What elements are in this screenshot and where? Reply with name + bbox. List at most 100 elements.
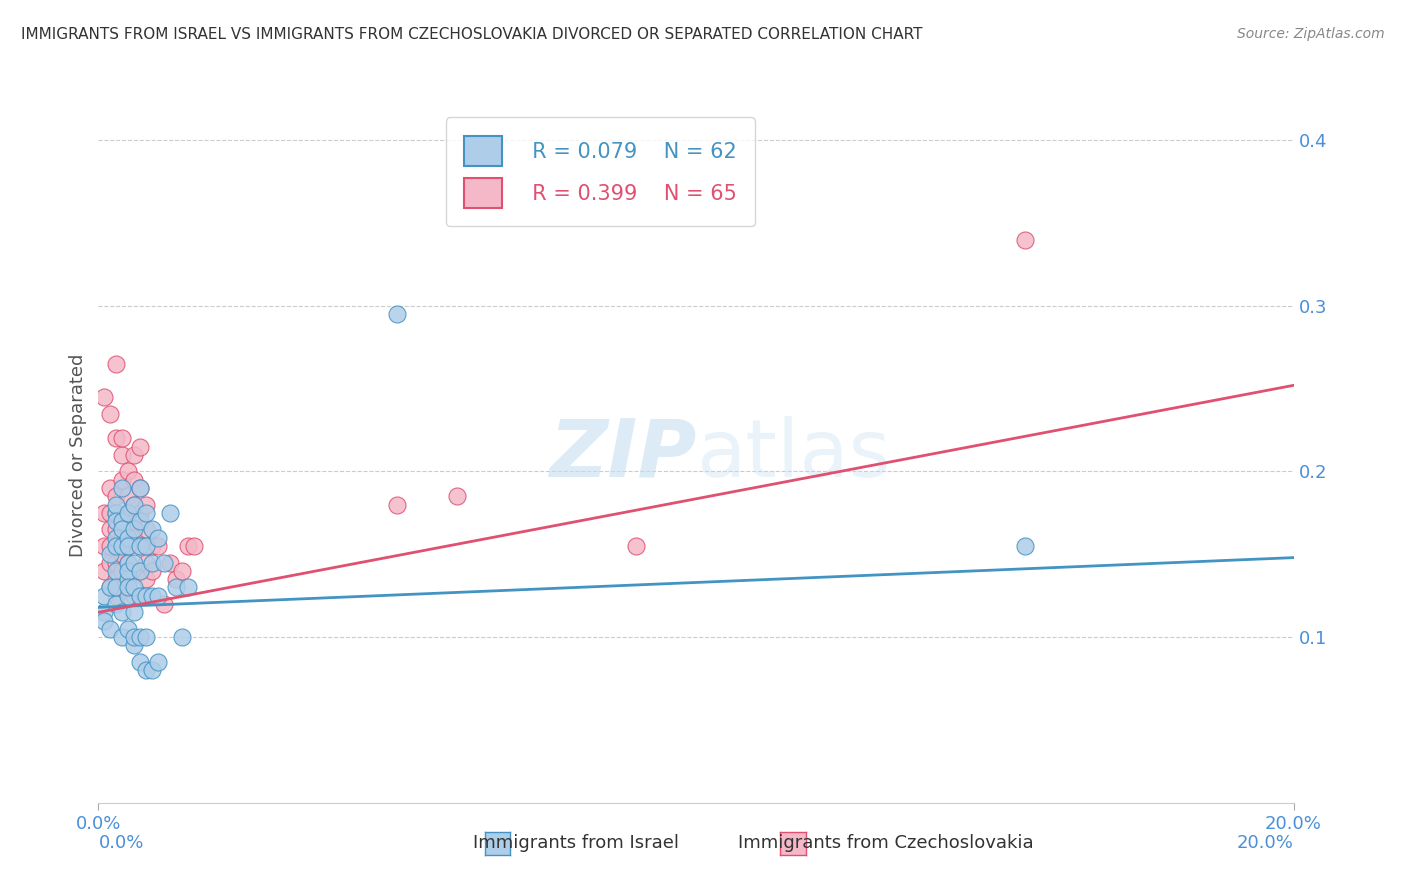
- Point: [93, 589, 115, 603]
- Point: [124, 523, 146, 537]
- Point: [117, 581, 139, 595]
- Point: [626, 539, 648, 553]
- Point: [124, 448, 146, 462]
- Point: [135, 498, 157, 512]
- Text: 20.0%: 20.0%: [1237, 834, 1294, 852]
- Point: [135, 589, 157, 603]
- Point: [105, 597, 128, 611]
- Point: [124, 605, 146, 619]
- Point: [105, 564, 128, 578]
- Point: [117, 489, 139, 503]
- Point: [129, 655, 152, 669]
- Point: [98, 481, 122, 495]
- Legend:   R = 0.079    N = 62,   R = 0.399    N = 65: R = 0.079 N = 62, R = 0.399 N = 65: [446, 118, 755, 227]
- Point: [117, 564, 139, 578]
- Point: [117, 581, 139, 595]
- Point: [124, 630, 146, 644]
- Point: [385, 307, 409, 321]
- Point: [117, 589, 139, 603]
- Point: [153, 556, 176, 570]
- Point: [105, 523, 128, 537]
- Point: [105, 531, 128, 545]
- Point: [93, 539, 115, 553]
- Text: atlas: atlas: [696, 416, 890, 494]
- Point: [98, 581, 122, 595]
- Point: [111, 605, 134, 619]
- Point: [141, 589, 163, 603]
- Point: [98, 523, 122, 537]
- Point: [117, 506, 139, 520]
- Point: [148, 589, 170, 603]
- Point: [111, 564, 134, 578]
- Point: [98, 556, 122, 570]
- Point: [129, 514, 152, 528]
- Point: [117, 539, 139, 553]
- Point: [177, 581, 200, 595]
- Point: [93, 605, 115, 619]
- Point: [93, 390, 115, 404]
- Point: [111, 448, 134, 462]
- Point: [117, 539, 139, 553]
- Point: [98, 506, 122, 520]
- Point: [124, 531, 146, 545]
- Point: [124, 473, 146, 487]
- Point: [105, 514, 128, 528]
- Point: [124, 564, 146, 578]
- Point: [129, 481, 152, 495]
- Point: [117, 531, 139, 545]
- Point: [129, 481, 152, 495]
- Point: [148, 655, 170, 669]
- Point: [105, 506, 128, 520]
- Point: [105, 506, 128, 520]
- Point: [105, 489, 128, 503]
- Point: [93, 506, 115, 520]
- Point: [111, 523, 134, 537]
- Point: [135, 572, 157, 586]
- Point: [117, 556, 139, 570]
- Text: Immigrants from Israel: Immigrants from Israel: [474, 834, 679, 852]
- Point: [111, 531, 134, 545]
- Point: [129, 539, 152, 553]
- Point: [165, 581, 187, 595]
- Text: Source: ZipAtlas.com: Source: ZipAtlas.com: [1237, 27, 1385, 41]
- Point: [159, 556, 181, 570]
- Point: [124, 639, 146, 653]
- Point: [135, 556, 157, 570]
- Point: [1014, 539, 1036, 553]
- Point: [385, 498, 409, 512]
- Point: [129, 630, 152, 644]
- Point: [105, 539, 128, 553]
- Point: [129, 506, 152, 520]
- Point: [111, 473, 134, 487]
- Point: [129, 564, 152, 578]
- Point: [117, 556, 139, 570]
- Point: [159, 506, 181, 520]
- Point: [141, 523, 163, 537]
- Point: [446, 489, 468, 503]
- Point: [135, 539, 157, 553]
- Point: [117, 572, 139, 586]
- Point: [148, 531, 170, 545]
- Point: [129, 589, 152, 603]
- Point: [98, 547, 122, 561]
- Point: [141, 564, 163, 578]
- Point: [98, 407, 122, 421]
- Point: [105, 539, 128, 553]
- Point: [124, 556, 146, 570]
- Point: [1014, 233, 1036, 247]
- Point: [129, 440, 152, 454]
- Point: [172, 564, 194, 578]
- Point: [124, 498, 146, 512]
- Point: [129, 589, 152, 603]
- Point: [141, 539, 163, 553]
- Point: [135, 523, 157, 537]
- Y-axis label: Divorced or Separated: Divorced or Separated: [69, 353, 87, 557]
- Point: [105, 556, 128, 570]
- Point: [135, 663, 157, 677]
- Point: [129, 564, 152, 578]
- Point: [98, 539, 122, 553]
- Point: [93, 564, 115, 578]
- Point: [105, 357, 128, 371]
- Point: [141, 556, 163, 570]
- Point: [124, 498, 146, 512]
